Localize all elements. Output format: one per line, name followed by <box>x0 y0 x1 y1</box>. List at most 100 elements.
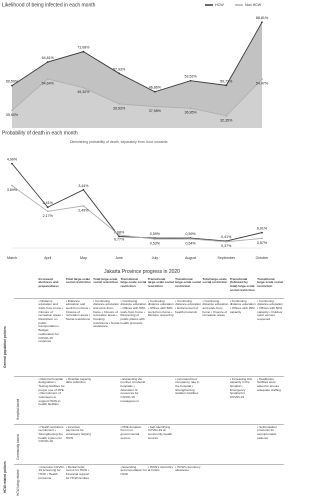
data-label: 64,81% <box>42 56 55 60</box>
table-cell: • Continuing distance education • Enforc… <box>175 299 201 314</box>
x-tick-label: July <box>152 256 159 260</box>
column-header: Transitional large-scale social restrict… <box>175 277 201 288</box>
x-tick-label: March <box>7 256 17 260</box>
x-tick-label: August <box>185 256 196 260</box>
table-cell: • Expanding the number of referral hospi… <box>120 377 146 403</box>
data-label: 0,53% <box>150 241 161 245</box>
data-label: 0,77% <box>114 237 125 241</box>
row-divider <box>14 298 284 299</box>
point <box>11 162 13 165</box>
table-cell: • HCW's dormitory allowance <box>175 465 201 473</box>
data-label: 0,54% <box>185 241 196 245</box>
data-label: 88,81% <box>256 16 269 20</box>
point <box>153 238 156 240</box>
point <box>118 235 121 238</box>
column-header: Transitional large-scale social restrict… <box>257 277 283 288</box>
table-cell <box>93 425 120 464</box>
data-label: 2,49% <box>78 208 89 212</box>
data-label: 2,41% <box>43 201 54 205</box>
legend-label: Non HCW <box>245 3 262 7</box>
point <box>153 90 156 93</box>
point <box>261 237 263 240</box>
x-tick-label: September <box>217 256 235 260</box>
table-cell <box>147 377 174 424</box>
point <box>118 234 121 236</box>
table-cell <box>93 465 120 500</box>
data-label: 54,64% <box>42 81 55 85</box>
column-header: Transitional large-scale social restrict… <box>147 277 174 288</box>
data-label: 0,59% <box>150 232 161 236</box>
table-cell <box>202 377 229 424</box>
data-label: 71,08% <box>77 46 90 50</box>
table-cell <box>93 377 120 424</box>
column-header: Increased alertness and preparedness <box>38 277 59 288</box>
point <box>46 206 49 209</box>
series-line <box>11 185 263 243</box>
table-cell: • Continuing distance education and work… <box>202 299 229 318</box>
point <box>261 231 263 234</box>
chart-title: Probability of death in each month <box>2 130 78 136</box>
column-header: Total large-scale social restriction <box>65 277 91 285</box>
column-header: Total large-scale social restriction <box>93 277 118 285</box>
point <box>82 204 85 207</box>
point <box>153 105 156 108</box>
point <box>225 240 228 243</box>
charts: Likelihood of being infected in each mon… <box>2 2 270 260</box>
data-label: 0,41% <box>221 235 232 239</box>
table-cell: • Distance education and work-from-home … <box>38 299 63 344</box>
table-cell: • Health workforce recruitment • Strengt… <box>38 425 64 444</box>
column-header: Transitional large-scale social restrict… <box>120 277 147 288</box>
x-tick-label: April <box>44 256 51 260</box>
table-cell: • Increasing ICU capacity in the hospita… <box>229 377 253 400</box>
x-tick-label: June <box>115 256 123 260</box>
table-cell <box>202 465 229 500</box>
point <box>82 86 85 89</box>
data-label: 32,35% <box>220 118 233 122</box>
table-cell: • Hospital capacity data collection <box>65 377 92 385</box>
x-tick-label: October <box>256 256 270 260</box>
point <box>261 21 263 24</box>
x-tick-label: May <box>80 256 87 260</box>
table-cell <box>229 425 256 464</box>
group-label: General population policies <box>3 326 7 368</box>
area <box>12 78 262 128</box>
table-cell <box>175 425 202 464</box>
data-label: 0,37% <box>221 244 232 248</box>
data-label: 50,72% <box>220 79 233 83</box>
data-label: 2,17% <box>43 214 54 218</box>
table-cell: • Referral hospital designation • Testin… <box>38 377 65 407</box>
chart-title: Likelihood of being infected in each mon… <box>2 2 96 8</box>
row-divider <box>14 464 284 465</box>
point <box>46 77 49 80</box>
point <box>189 237 192 240</box>
table-cell: • Rental hotel rooms for HCW • Financial… <box>65 465 90 480</box>
data-label: 54,47% <box>256 82 269 86</box>
table-cell: • Self-isolation protocols for asymptoma… <box>257 425 277 440</box>
data-label: 57,93% <box>113 67 126 71</box>
column-header: Transitional (followed by total) large-s… <box>229 277 255 292</box>
data-label: 36,95% <box>184 111 197 115</box>
table-title: Jakarta Province progress in 2020 <box>104 268 180 275</box>
chart-subtitle: Diminishing probability of death, separa… <box>70 140 168 144</box>
data-label: 0,68% <box>114 230 125 234</box>
table-cell <box>229 465 256 500</box>
table-cell: • Incentive payments for volunteers help… <box>65 425 91 440</box>
data-label: 49,32% <box>77 90 90 94</box>
table-cell: • Continuing distance education • Office… <box>257 299 283 322</box>
data-label: 50,59% <box>6 80 19 84</box>
data-label: 3,44% <box>78 184 89 188</box>
table-cell: • Continuing distance education • Office… <box>120 299 147 325</box>
table-cell: • Distance education and work-from-home … <box>65 299 91 322</box>
point <box>11 184 13 187</box>
point <box>225 84 228 87</box>
row-label: HCW living related <box>16 469 20 496</box>
data-label: 0,59% <box>185 232 196 236</box>
data-label: 4,99% <box>7 158 18 162</box>
table-cell <box>202 425 229 464</box>
row-label: Community based <box>16 434 20 460</box>
page: Likelihood of being infected in each mon… <box>2 2 284 500</box>
table-cell: • Healthcare facilities were asked to en… <box>257 377 281 392</box>
table-cell: • Self-identifying COVID-19 at community… <box>147 425 173 440</box>
data-label: 39,53% <box>113 106 126 110</box>
point <box>189 79 192 82</box>
